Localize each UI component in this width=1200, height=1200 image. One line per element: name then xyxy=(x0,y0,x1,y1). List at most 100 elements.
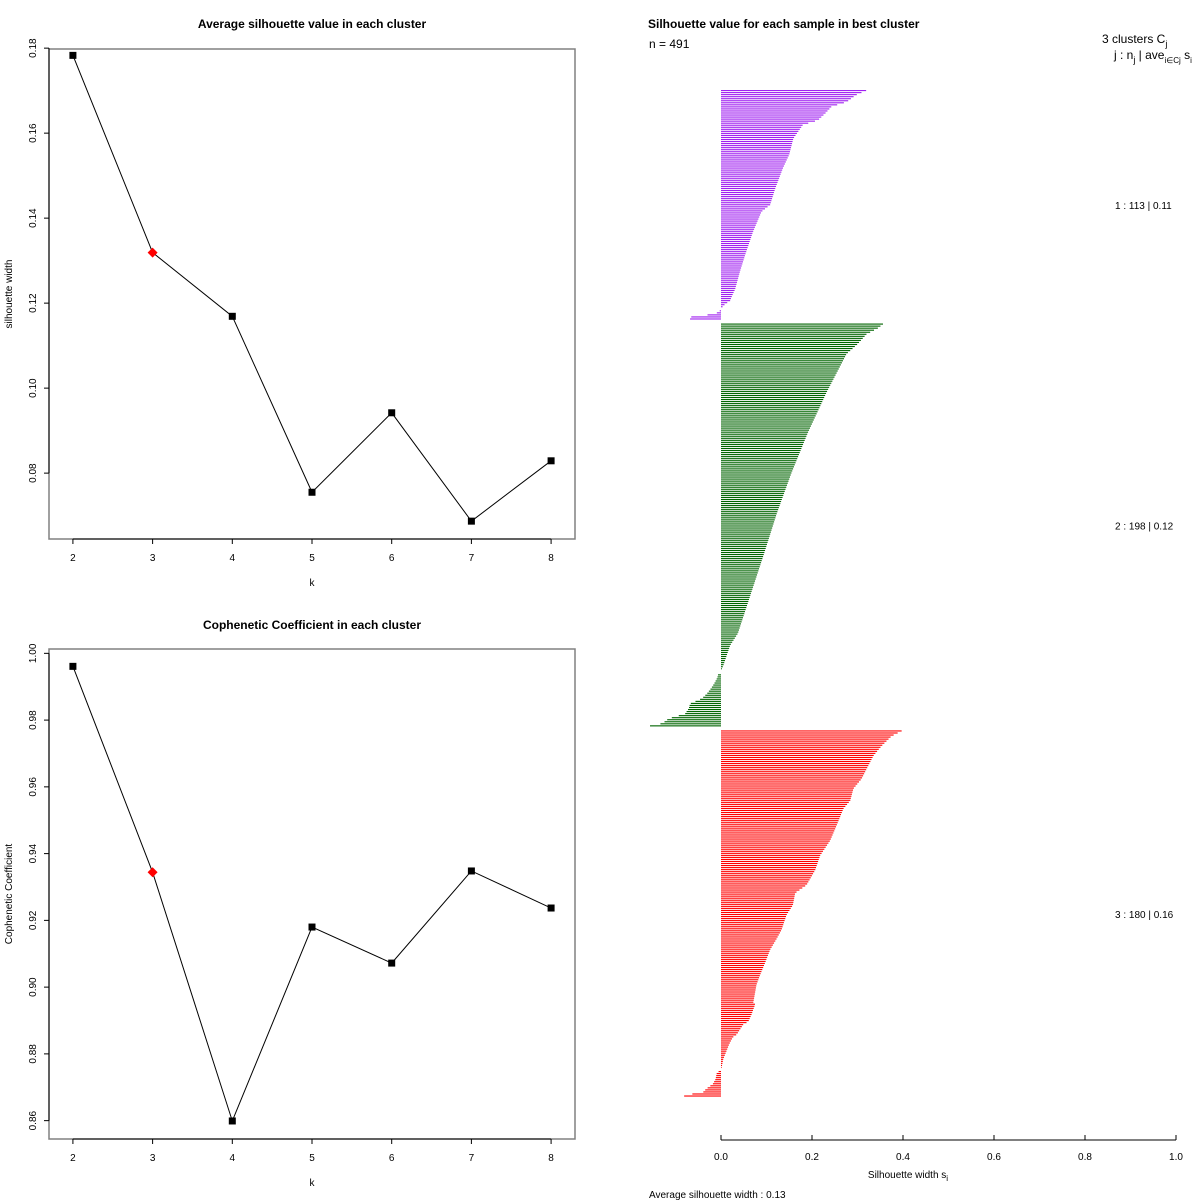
silhouette-bar xyxy=(721,985,757,987)
silhouette-bar xyxy=(721,1040,731,1042)
silhouette-bar xyxy=(721,938,777,940)
silhouette-bar xyxy=(721,952,769,954)
cophenetic-y-tick-label: 0.88 xyxy=(28,1044,39,1064)
silhouette-bar xyxy=(721,809,843,812)
silhouette-bar xyxy=(721,360,843,362)
silhouette-bar xyxy=(705,694,721,696)
cluster-3-legend-label: 3 : 180 | 0.16 xyxy=(1115,910,1174,921)
silhouette-bar xyxy=(721,655,727,658)
silhouette-bar xyxy=(721,950,770,952)
silhouette-bar xyxy=(721,609,746,611)
silhouette-bar xyxy=(721,1020,749,1022)
silhouette-bar xyxy=(721,181,778,183)
cophenetic-point xyxy=(388,959,396,967)
silhouette-bar xyxy=(721,641,733,643)
silhouette-bar xyxy=(721,472,792,474)
silhouette-bar xyxy=(715,1077,721,1079)
silhouette-bar xyxy=(664,721,721,723)
silhouette-bar xyxy=(721,106,832,108)
silhouette-bar xyxy=(721,484,788,486)
silhouette-bar xyxy=(721,566,760,568)
silhouette-bar xyxy=(721,198,773,200)
silhouette-bar xyxy=(721,541,768,543)
silhouette-bar xyxy=(721,1005,755,1007)
silhouette-bar xyxy=(721,746,881,748)
silhouette-bar xyxy=(721,1038,732,1040)
silhouette-bar xyxy=(721,236,752,238)
silhouette-bar xyxy=(721,590,752,592)
silhouette-bar xyxy=(721,826,837,828)
silhouette-bar xyxy=(721,889,800,891)
silhouette-bar xyxy=(721,928,782,930)
average-silhouette-footer: Average silhouette width : 0.13 xyxy=(649,1190,786,1200)
cophenetic-point xyxy=(467,867,475,875)
silhouette-bar xyxy=(721,789,854,791)
silhouette-bar xyxy=(721,852,822,854)
silhouette-bar xyxy=(721,1050,727,1052)
silhouette-bar xyxy=(721,370,838,372)
silhouette-bar xyxy=(721,108,830,110)
silhouette-bar xyxy=(721,797,851,799)
silhouette-bar xyxy=(721,149,791,151)
silhouette-bar xyxy=(721,653,728,656)
avg-silhouette-x-tick-label: 5 xyxy=(309,553,315,564)
silhouette-bar xyxy=(721,1054,725,1056)
silhouette-bar xyxy=(721,364,841,366)
silhouette-bar xyxy=(721,877,811,879)
silhouette-bar xyxy=(721,384,831,386)
silhouette-bar xyxy=(721,255,745,257)
silhouette-bar xyxy=(721,891,797,893)
silhouette-bar xyxy=(721,842,829,844)
silhouette-bar xyxy=(721,1048,728,1050)
silhouette-bar xyxy=(721,533,771,535)
silhouette-bar xyxy=(721,347,853,350)
avg-silhouette-y-tick-label: 0.08 xyxy=(28,463,39,483)
silhouette-bar xyxy=(721,488,786,490)
silhouette-bar xyxy=(721,617,743,619)
silhouette-bar xyxy=(718,1070,721,1073)
silhouette-bar xyxy=(721,468,794,470)
silhouette-bar xyxy=(721,920,785,922)
silhouette-bar xyxy=(721,660,725,662)
silhouette-title: Silhouette value for each sample in best… xyxy=(648,17,920,31)
silhouette-bar xyxy=(721,840,830,842)
silhouette-bar xyxy=(721,621,742,623)
silhouette-bar xyxy=(721,539,769,541)
cophenetic-x-tick-label: 2 xyxy=(70,1153,76,1164)
silhouette-bar xyxy=(721,437,806,439)
silhouette-bar xyxy=(721,155,789,157)
silhouette-bar xyxy=(721,140,793,143)
silhouette-bar xyxy=(721,881,809,883)
silhouette-bar xyxy=(721,602,748,605)
silhouette-bar xyxy=(721,531,771,533)
silhouette-bar xyxy=(721,285,736,287)
silhouette-bar xyxy=(721,854,821,856)
avg-silhouette-x-tick-label: 8 xyxy=(548,553,554,564)
silhouette-bar xyxy=(721,560,762,562)
silhouette-bar xyxy=(721,649,729,651)
silhouette-bar xyxy=(721,901,794,903)
silhouette-bar xyxy=(721,279,738,281)
silhouette-bar xyxy=(721,171,782,173)
silhouette-bar xyxy=(721,433,808,435)
silhouette-bar xyxy=(721,492,785,494)
silhouette-bar xyxy=(721,153,790,155)
silhouette-bar xyxy=(714,1081,721,1083)
avg-silhouette-point xyxy=(69,51,77,59)
silhouette-bar xyxy=(721,386,830,388)
silhouette-bar xyxy=(721,138,794,141)
silhouette-xlabel: Silhouette width si xyxy=(868,1170,948,1183)
silhouette-bar xyxy=(721,750,878,752)
silhouette-bar xyxy=(710,1085,721,1087)
silhouette-bar xyxy=(721,586,754,588)
silhouette-bar xyxy=(721,793,852,795)
silhouette-bar xyxy=(708,690,721,692)
silhouette-bar xyxy=(721,911,789,914)
silhouette-bar xyxy=(721,249,747,251)
silhouette-bar xyxy=(721,409,819,411)
silhouette-bar xyxy=(721,267,742,269)
silhouette-bar xyxy=(721,1036,734,1038)
silhouette-bar xyxy=(721,163,785,165)
silhouette-bar xyxy=(721,269,741,271)
silhouette-bar xyxy=(721,592,752,594)
